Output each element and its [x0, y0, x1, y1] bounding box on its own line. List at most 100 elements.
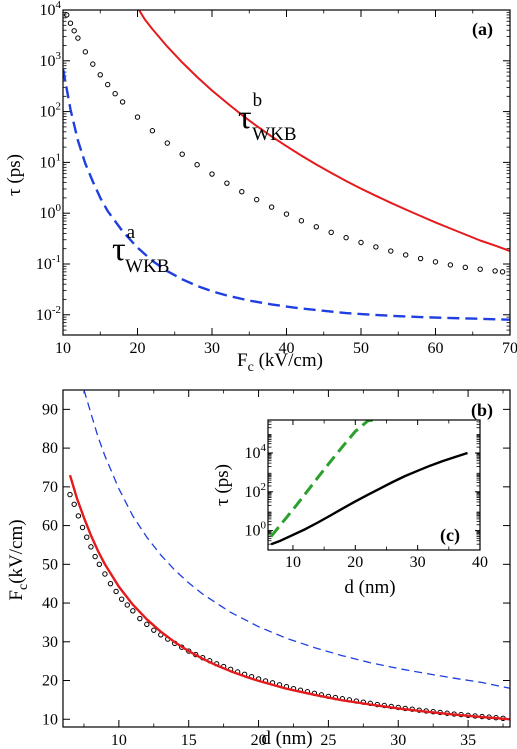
inset-c-ytick-label: 100: [245, 520, 267, 540]
inset-c-xtick-label: 40: [472, 554, 488, 571]
panel-a-series-0-point: [239, 188, 245, 195]
panel-b-series-0-point: [67, 491, 73, 498]
panel-a-ytick-label: 10-1: [36, 253, 61, 273]
panel-a-xtick-label: 20: [130, 340, 146, 357]
inset-c-label: (c): [440, 525, 460, 546]
inset-c-xlabel: d (nm): [344, 577, 395, 598]
panel-a-series-0-point: [254, 196, 260, 203]
panel-b-series-0-point: [144, 621, 150, 628]
panel-a-ytick-label: 103: [40, 50, 62, 70]
inset-c: 10 20 30 40 100 102 104 (c) τ (ps) d (nm): [212, 419, 488, 598]
inset-c-frame: [267, 419, 481, 551]
panel-b-xtick-label: 25: [320, 732, 336, 749]
panel-a-xlabel: Fc (kV/cm): [237, 350, 323, 375]
panel-a-ytick-label: 104: [40, 0, 62, 19]
series-label-tau-b: τb WKB: [238, 90, 297, 145]
panel-b-ytick-label: 20: [42, 673, 58, 690]
panel-a-series-0-point: [343, 234, 349, 241]
inset-c-xtick-label: 30: [410, 554, 426, 571]
panel-b-xlabel: d (nm): [261, 728, 312, 749]
panel-a-series-0-point: [447, 262, 454, 268]
panel-a-series-0-point: [209, 171, 215, 177]
panel-a-series-0-point: [71, 28, 77, 34]
inset-c-xtick-label: 20: [347, 554, 363, 571]
panel-a-series-0-point: [134, 114, 141, 120]
panel-b: 10 15 20 25 30 35 10 20 30 40 50 60 70 80 90 (b) Fc(kV…: [6, 389, 511, 749]
panel-a-series-0-point: [90, 61, 96, 67]
panel-a-series-0-point: [224, 180, 230, 186]
panel-b-xtick-label: 15: [181, 732, 197, 749]
panel-b-series-0-point: [75, 513, 82, 519]
panel-b-ytick-label: 70: [42, 479, 58, 496]
inset-c-xtick-label: 10: [285, 554, 301, 571]
panel-b-xtick-label: 10: [111, 732, 127, 749]
panel-a-frame: [62, 9, 511, 336]
panel-a-ytick-label: 101: [40, 151, 62, 171]
panel-a-series-0-point: [164, 140, 171, 146]
panel-b-series-1-line: [68, 474, 510, 721]
panel-a-series-0-point: [119, 99, 126, 105]
panel-b-ytick-label: 80: [42, 440, 58, 457]
panel-a-series-0-point: [82, 49, 89, 55]
panel-b-ticks: 10 15 20 25 30 35 10 20 30 40 50 60 70 80 90: [42, 390, 510, 749]
panel-b-series-0-point: [124, 602, 130, 608]
panel-a-series-0-point: [417, 255, 424, 262]
panel-a-series-0-point: [388, 248, 394, 254]
panel-b-series-0-point: [137, 615, 143, 622]
inset-c-background: [268, 420, 480, 550]
panel-b-series-0-point: [71, 501, 77, 507]
panel-a-series-0-point: [179, 151, 185, 157]
panel-b-series-0-point: [102, 571, 108, 577]
panel-a-series-0-point: [492, 268, 498, 274]
panel-b-ytick-label: 50: [42, 556, 58, 573]
panel-a-ytick-label: 100: [40, 202, 62, 222]
panel-a-series-0-point: [358, 239, 364, 246]
panel-b-ylabel: Fc(kV/cm): [6, 519, 31, 600]
panel-a-ticks: 10 20 30 40 50 60 70 10-2 10-1 100 101 102 103 104: [36, 0, 517, 357]
panel-a-series-0-point: [477, 266, 483, 272]
panel-a-xtick-label: 60: [428, 340, 444, 357]
inset-c-ylabel: τ (ps): [212, 464, 233, 506]
inset-c-ytick-label: 104: [245, 442, 267, 462]
panel-b-series-0-point: [107, 580, 114, 587]
panel-a-ytick-label: 10-2: [36, 304, 61, 324]
panel-a-series-0-point: [194, 162, 200, 168]
panel-b-label: (b): [471, 400, 493, 421]
panel-a-xtick-label: 40: [279, 340, 295, 357]
panel-a-series-0-point: [462, 264, 468, 271]
panel-b-xtick-label: 35: [460, 732, 476, 749]
panel-a-ytick-label: 102: [40, 101, 62, 121]
panel-b-ytick-label: 10: [42, 711, 58, 728]
panel-b-series-0-point: [118, 596, 125, 602]
panel-a-series-0-point: [268, 204, 275, 210]
panel-b-ytick-label: 90: [42, 401, 58, 418]
panel-b-ytick-label: 30: [42, 634, 58, 651]
panel-a-xtick-label: 70: [502, 340, 517, 357]
panel-a-series-2-line: [63, 68, 510, 321]
panel-a-series-0-point: [97, 72, 103, 78]
inset-c-series-0-line: [270, 451, 468, 546]
panel-a-series-0-point: [67, 20, 74, 26]
panel-a-series-0-point: [403, 252, 409, 258]
panel-a-xtick-label: 50: [353, 340, 369, 357]
panel-a-series: [63, 10, 510, 321]
panel-a-xtick-label: 10: [55, 340, 71, 357]
inset-c-series-1-line: [269, 420, 374, 538]
panel-b-series-0-point: [130, 608, 136, 614]
panel-a-series-0-point: [283, 211, 290, 217]
panel-a-series-0-point: [75, 35, 81, 41]
panel-b-xtick-label: 30: [390, 732, 406, 749]
panel-a-series-0-point: [149, 128, 156, 134]
panel-b-series-0-point: [79, 524, 86, 531]
panel-a-series-0-point: [328, 229, 334, 236]
panel-b-series-0-point: [151, 627, 157, 633]
panel-a-series-0-point: [105, 81, 111, 88]
panel-a-series-0-point: [499, 269, 506, 275]
panel-b-series-0-point: [92, 553, 98, 560]
panel-b-ytick-label: 40: [42, 595, 58, 612]
panel-a-series-0-point: [313, 224, 319, 230]
panel-b-series-0-point: [88, 544, 94, 550]
panel-b-series: [67, 390, 510, 721]
panel-a-series-0-point: [298, 218, 305, 224]
panel-a: 10 20 30 40 50 60 70 10-2 10-1 100 101 102 103 104 (a…: [4, 0, 517, 375]
